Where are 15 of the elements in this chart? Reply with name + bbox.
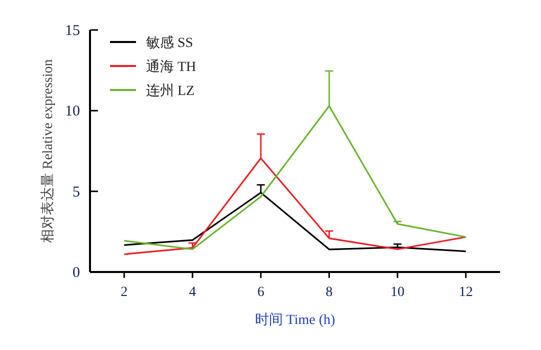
y-tick-label: 15 — [65, 23, 80, 39]
y-tick-label: 0 — [72, 265, 80, 281]
x-tick-label: 2 — [120, 285, 128, 300]
legend-label: 连州 LZ — [146, 83, 195, 99]
x-tick-label: 12 — [458, 285, 473, 300]
x-axis-title: 时间 Time (h) — [254, 312, 336, 328]
x-tick-label: 4 — [189, 285, 196, 300]
legend-label: 通海 TH — [146, 59, 196, 75]
y-axis-title: 相对表达量 Relative expression — [40, 59, 56, 243]
legend-label: 敏感 SS — [146, 35, 194, 51]
y-tick-label: 10 — [65, 104, 80, 120]
x-tick-label: 10 — [390, 285, 404, 300]
y-tick-label: 5 — [72, 184, 80, 200]
x-tick-label: 6 — [257, 285, 264, 300]
x-tick-label: 8 — [326, 285, 333, 300]
